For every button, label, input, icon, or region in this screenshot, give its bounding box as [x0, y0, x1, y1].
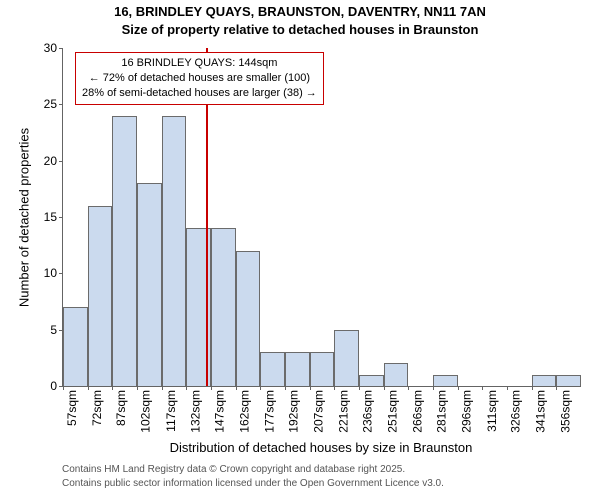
x-tick-label: 72sqm [88, 386, 104, 426]
y-tick-mark [59, 104, 63, 105]
x-tick-mark [285, 386, 286, 390]
x-tick-mark [88, 386, 89, 390]
x-tick-mark [359, 386, 360, 390]
histogram-bar [211, 228, 236, 386]
annotation-line: 28% of semi-detached houses are larger (… [82, 86, 317, 101]
histogram-bar [532, 375, 557, 386]
chart-title-line1: 16, BRINDLEY QUAYS, BRAUNSTON, DAVENTRY,… [0, 4, 600, 19]
x-tick-mark [162, 386, 163, 390]
annotation-line: 16 BRINDLEY QUAYS: 144sqm [82, 56, 317, 71]
x-tick-label: 147sqm [211, 386, 227, 433]
footer-line2: Contains public sector information licen… [62, 478, 444, 489]
x-tick-mark [211, 386, 212, 390]
footer-line1: Contains HM Land Registry data © Crown c… [62, 464, 405, 475]
x-tick-mark [137, 386, 138, 390]
x-axis-label: Distribution of detached houses by size … [62, 440, 580, 455]
x-tick-label: 192sqm [285, 386, 301, 433]
x-tick-label: 221sqm [334, 386, 350, 433]
x-tick-mark [408, 386, 409, 390]
histogram-bar [285, 352, 310, 386]
annotation-box: 16 BRINDLEY QUAYS: 144sqm← 72% of detach… [75, 52, 324, 105]
histogram-bar [334, 330, 359, 386]
x-tick-label: 177sqm [260, 386, 276, 433]
x-tick-mark [260, 386, 261, 390]
x-tick-label: 356sqm [556, 386, 572, 433]
x-tick-label: 162sqm [236, 386, 252, 433]
x-tick-label: 251sqm [384, 386, 400, 433]
histogram-bar [162, 116, 187, 386]
y-tick-mark [59, 161, 63, 162]
histogram-bar [556, 375, 581, 386]
x-tick-mark [482, 386, 483, 390]
y-tick-mark [59, 48, 63, 49]
histogram-bar [433, 375, 458, 386]
x-tick-label: 326sqm [507, 386, 523, 433]
x-tick-mark [532, 386, 533, 390]
x-tick-label: 296sqm [458, 386, 474, 433]
x-tick-label: 132sqm [186, 386, 202, 433]
histogram-bar [384, 363, 409, 386]
x-tick-label: 57sqm [63, 386, 79, 426]
x-tick-label: 207sqm [310, 386, 326, 433]
x-tick-mark [112, 386, 113, 390]
histogram-bar [359, 375, 384, 386]
y-tick-mark [59, 273, 63, 274]
annotation-line: ← 72% of detached houses are smaller (10… [82, 71, 317, 86]
histogram-bar [260, 352, 285, 386]
x-tick-mark [334, 386, 335, 390]
chart-title-line2: Size of property relative to detached ho… [0, 22, 600, 37]
x-tick-label: 236sqm [359, 386, 375, 433]
histogram-bar [236, 251, 261, 386]
histogram-bar [88, 206, 113, 386]
x-tick-label: 117sqm [162, 386, 178, 432]
histogram-bar [310, 352, 335, 386]
histogram-bar [137, 183, 162, 386]
x-tick-label: 102sqm [137, 386, 153, 433]
x-tick-label: 281sqm [433, 386, 449, 433]
x-tick-mark [186, 386, 187, 390]
x-tick-mark [556, 386, 557, 390]
x-tick-mark [507, 386, 508, 390]
x-tick-label: 266sqm [408, 386, 424, 433]
y-axis-label: Number of detached properties [17, 118, 32, 318]
x-tick-mark [384, 386, 385, 390]
x-tick-label: 311sqm [482, 386, 498, 432]
histogram-bar [112, 116, 137, 386]
x-tick-mark [458, 386, 459, 390]
histogram-bar [63, 307, 88, 386]
chart-container: 16, BRINDLEY QUAYS, BRAUNSTON, DAVENTRY,… [0, 0, 600, 500]
x-tick-mark [433, 386, 434, 390]
x-tick-mark [63, 386, 64, 390]
x-tick-mark [236, 386, 237, 390]
y-tick-mark [59, 217, 63, 218]
x-tick-mark [310, 386, 311, 390]
x-tick-label: 87sqm [112, 386, 128, 426]
x-tick-label: 341sqm [532, 386, 548, 433]
